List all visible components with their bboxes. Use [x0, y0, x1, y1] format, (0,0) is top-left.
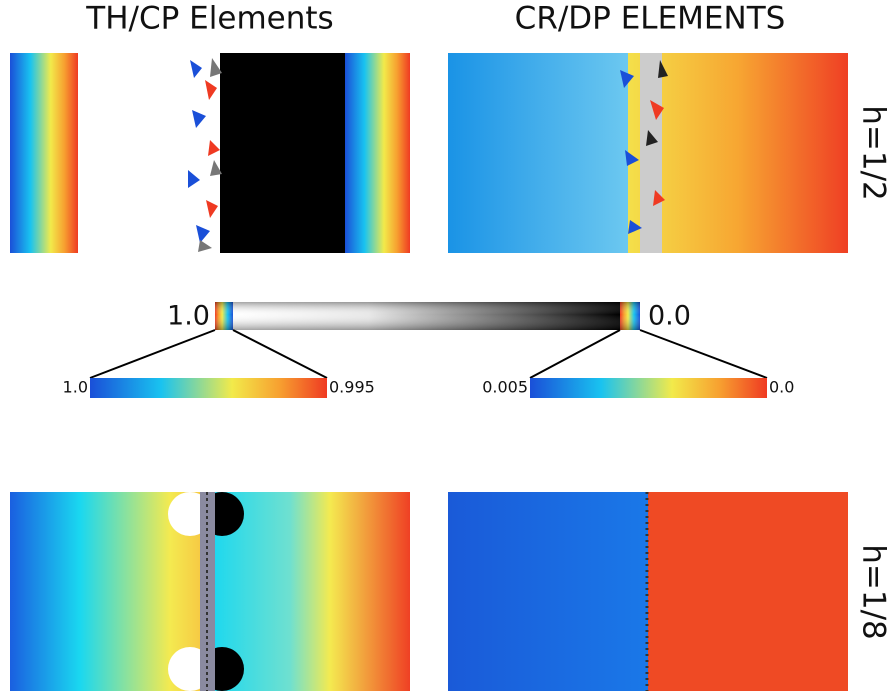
panel [10, 53, 410, 253]
panel [10, 492, 410, 691]
column-title: CR/DP ELEMENTS [515, 1, 786, 37]
row-label: h=1/8 [856, 544, 890, 640]
colorbar-label: 0.005 [482, 378, 528, 397]
figure: TH/CP Elements CR/DP ELEMENTS h=1/2 h=1/… [0, 0, 890, 691]
colorbar-label: 1.0 [167, 301, 210, 332]
panel [448, 492, 848, 691]
panel [448, 53, 848, 253]
colorbar-label: 0.0 [769, 378, 794, 397]
colorbar-label: 1.0 [63, 378, 88, 397]
column-title: TH/CP Elements [85, 1, 333, 37]
colorbar-label: 0.0 [648, 301, 691, 332]
colorbar-label: 0.995 [329, 378, 375, 397]
row-label: h=1/2 [856, 105, 890, 201]
